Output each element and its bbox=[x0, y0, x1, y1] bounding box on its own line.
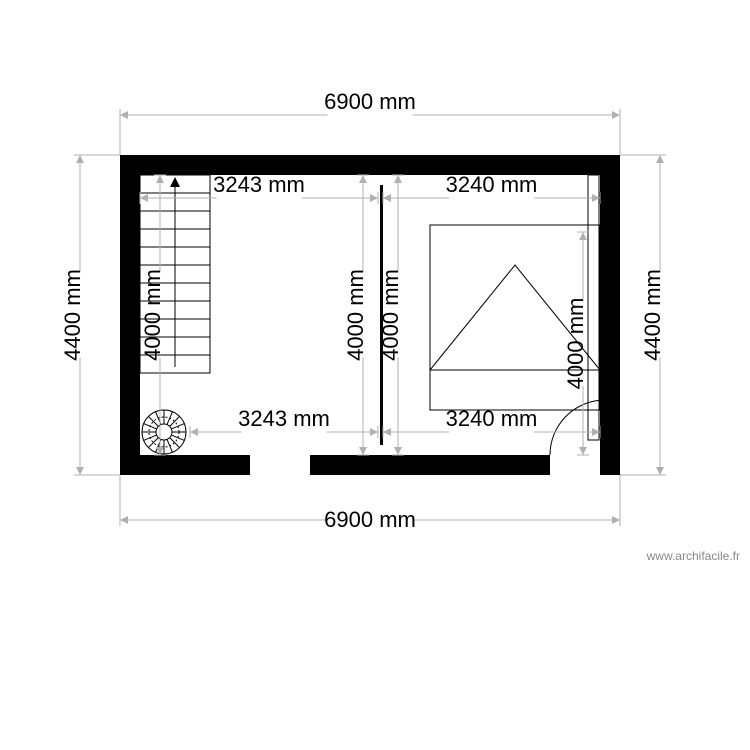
dimension-label: 3243 mm bbox=[213, 172, 305, 197]
wall-right bbox=[600, 155, 620, 475]
dimension-label: 3243 mm bbox=[238, 406, 330, 431]
dimension-label: 6900 mm bbox=[324, 507, 416, 532]
watermark: www.archifacile.fr bbox=[646, 549, 740, 563]
wall-bottom bbox=[120, 455, 250, 475]
wall-left bbox=[120, 155, 140, 475]
dimension-label: 4000 mm bbox=[563, 298, 588, 390]
dimension-label: 3240 mm bbox=[446, 406, 538, 431]
dimension-label: 6900 mm bbox=[324, 89, 416, 114]
dimension-label: 3240 mm bbox=[446, 172, 538, 197]
wall-bottom bbox=[310, 455, 550, 475]
dimension-label: 4000 mm bbox=[378, 269, 403, 361]
dimension-label: 4000 mm bbox=[140, 269, 165, 361]
dimension-label: 4000 mm bbox=[343, 269, 368, 361]
door-arc bbox=[550, 400, 605, 455]
dimension-label: 4400 mm bbox=[640, 269, 665, 361]
wall-top bbox=[120, 155, 620, 175]
dimension-label: 4400 mm bbox=[60, 269, 85, 361]
wall-bottom bbox=[605, 455, 620, 475]
spiral-stairs bbox=[142, 410, 186, 454]
